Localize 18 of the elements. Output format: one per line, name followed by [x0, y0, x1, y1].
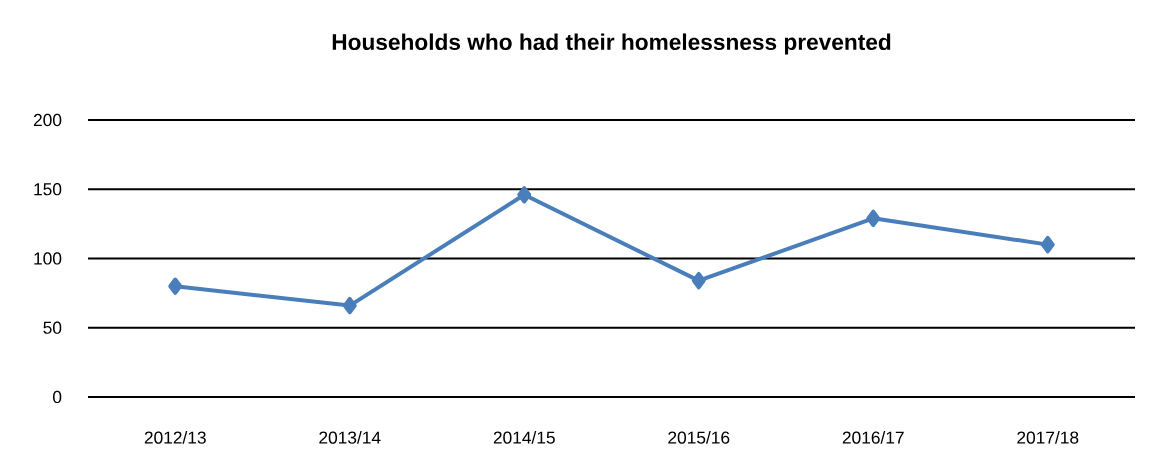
y-tick-label: 150	[34, 183, 62, 196]
y-tick-label: 200	[33, 113, 62, 127]
x-tick-label: 2017/18	[1017, 431, 1079, 444]
x-tick-label: 2015/16	[668, 431, 730, 444]
point	[1040, 235, 1055, 254]
point	[342, 296, 357, 315]
y-tick-label: 100	[34, 252, 62, 265]
x-tick-label: 2012/13	[144, 431, 206, 444]
x-tick-label: 2016/17	[842, 431, 904, 444]
y-tick-label: 0	[53, 390, 62, 404]
point	[691, 271, 706, 290]
y-tick-label: 50	[43, 321, 62, 334]
x-tick-label: 2013/14	[319, 431, 381, 444]
point	[866, 209, 881, 227]
point	[517, 186, 532, 204]
x-tick-label: 2014/15	[493, 431, 555, 444]
chart-title: Households who had their homelessness prevented	[332, 33, 891, 55]
point	[168, 277, 183, 295]
